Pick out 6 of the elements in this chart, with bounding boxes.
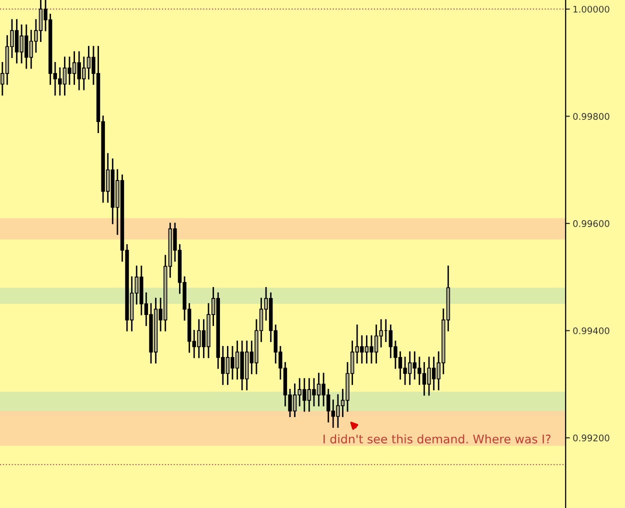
y-tick-label: 1.00000	[574, 6, 610, 13]
y-tick-label: 0.99400	[573, 327, 610, 334]
y-tick-label: 0.99600	[573, 220, 610, 228]
y-tick-label: 0.99800	[573, 113, 610, 120]
y-tick-label: 0.99200	[573, 434, 610, 442]
annotation: I didn't see this demand. Where was I?	[324, 434, 550, 444]
